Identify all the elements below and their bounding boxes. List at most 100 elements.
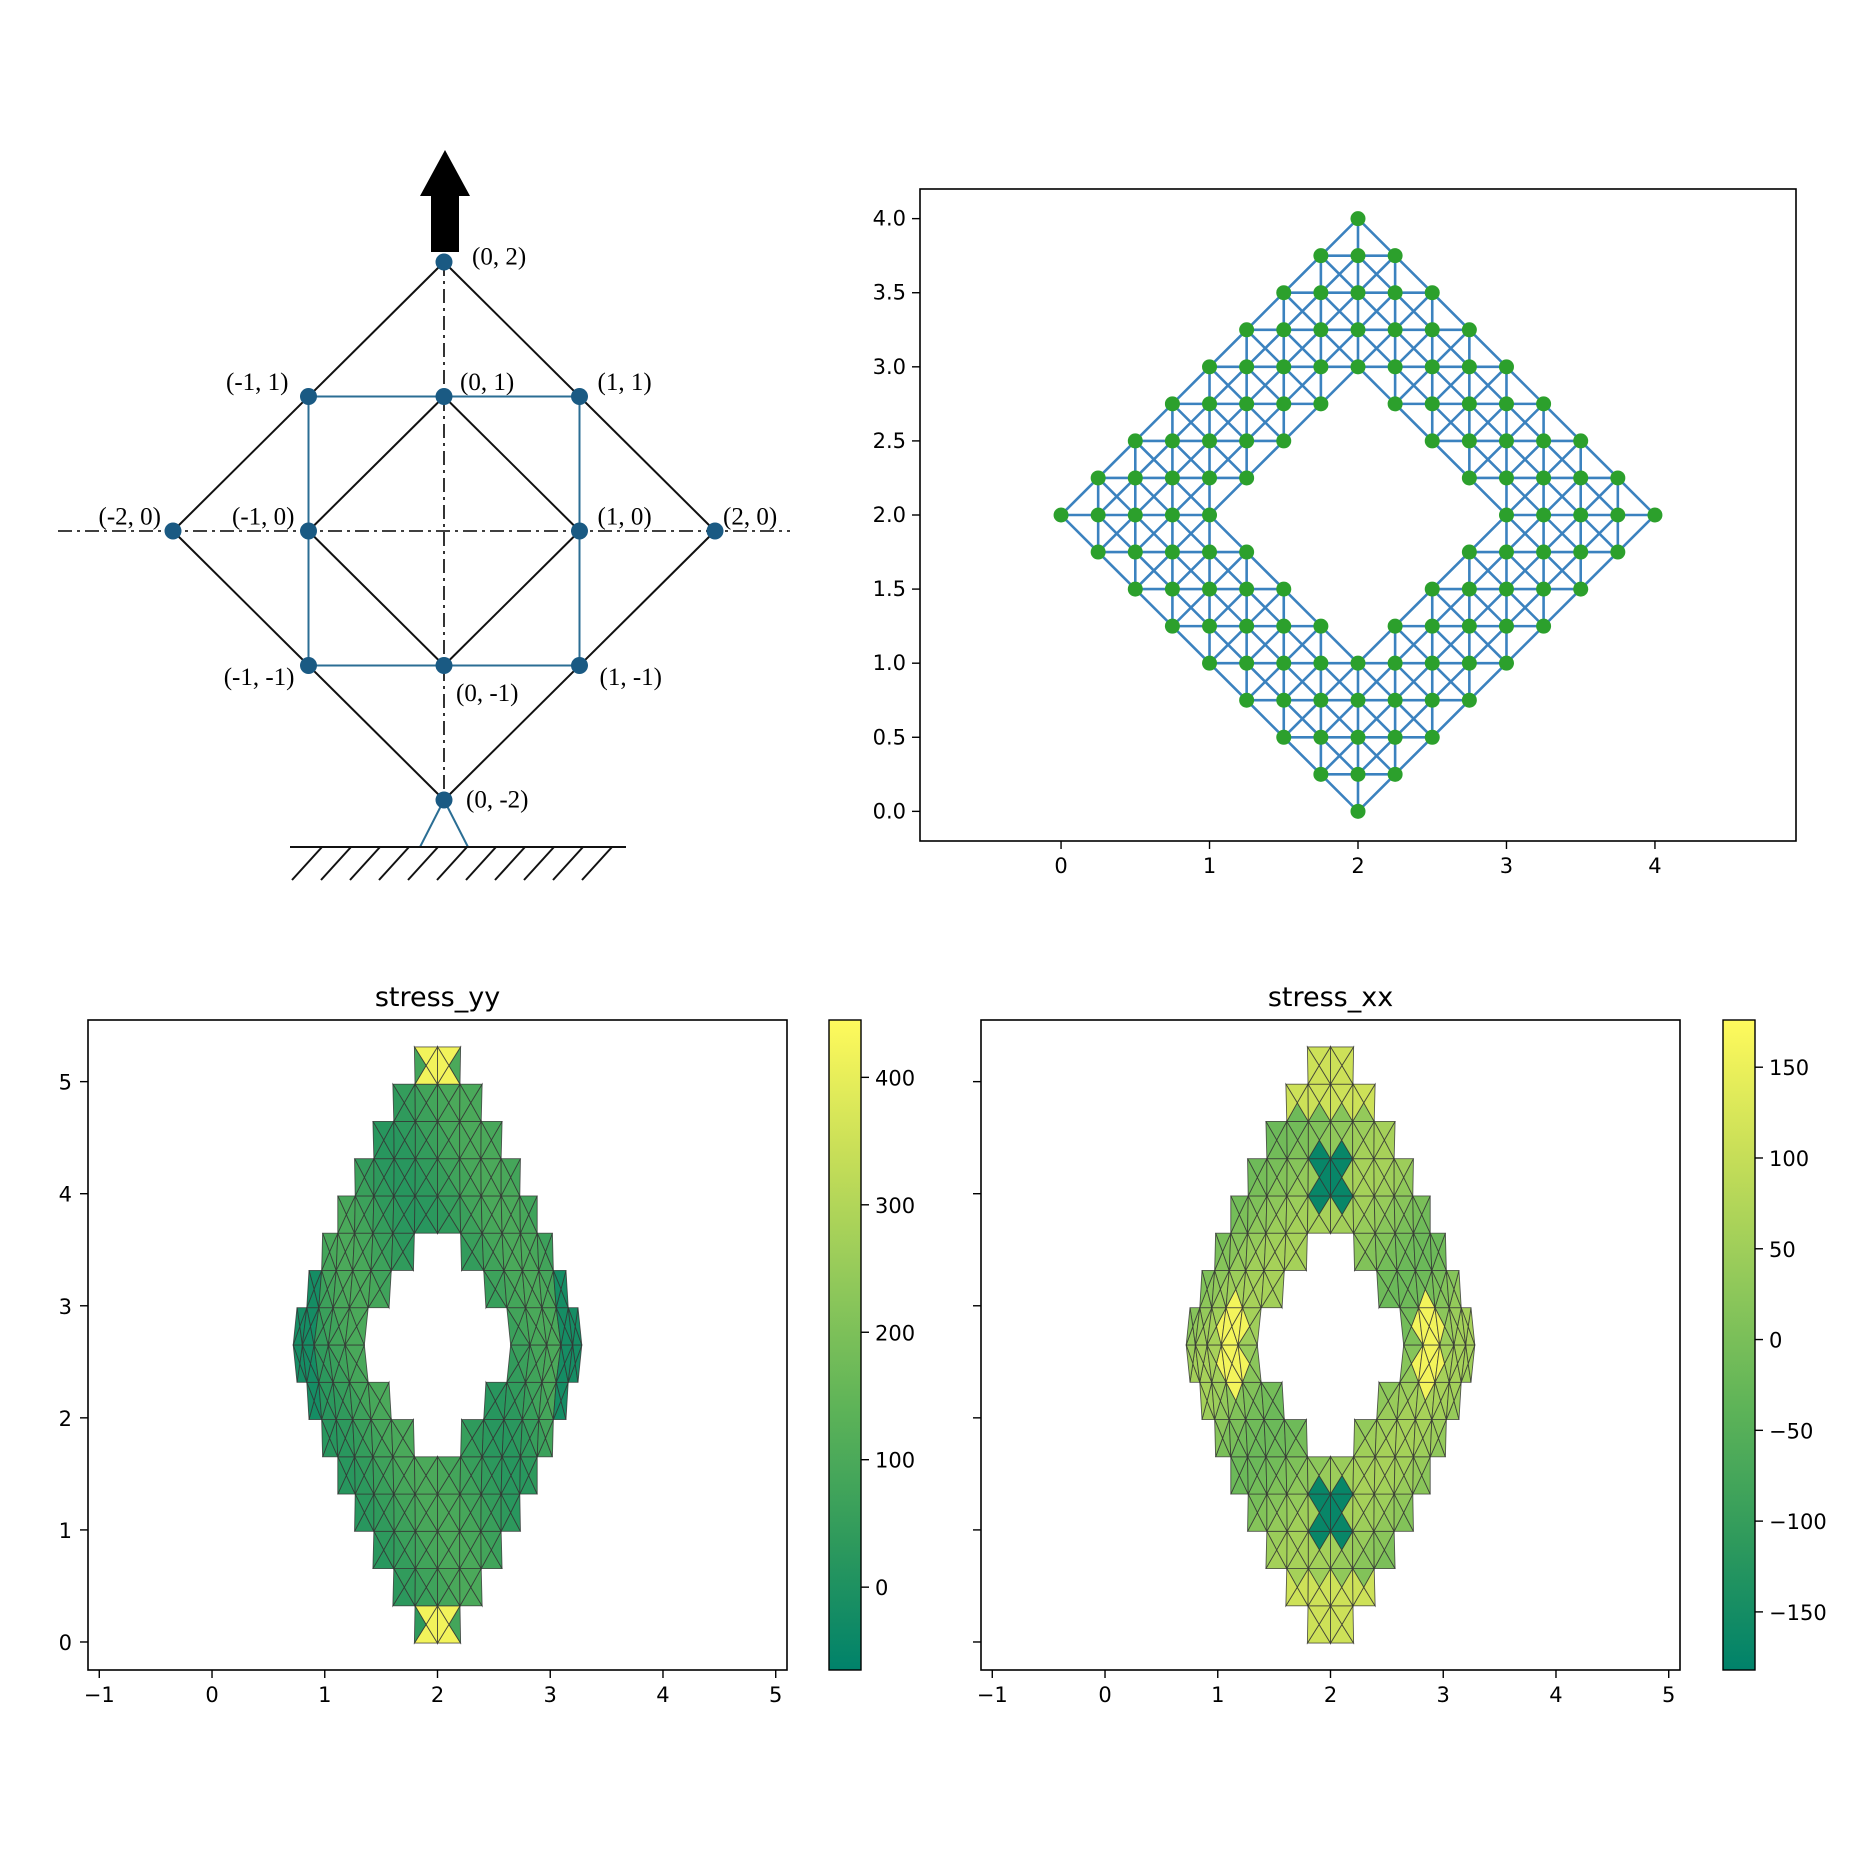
y-tick-label: 0: [59, 1631, 72, 1655]
ground-hatch: [465, 846, 497, 881]
mesh-triangle: [1352, 1119, 1364, 1161]
lattice-edge: [1134, 439, 1174, 479]
lattice-node: [1164, 581, 1180, 597]
lattice-edge: [1319, 699, 1359, 739]
mesh-triangle: [437, 1045, 450, 1086]
lattice-node: [1127, 470, 1143, 486]
lattice-edge: [1319, 291, 1359, 331]
mesh-triangle: [1393, 1195, 1405, 1234]
lattice-edge: [1431, 402, 1471, 442]
mesh-triangle: [1373, 1119, 1385, 1159]
lattice-node: [1461, 692, 1477, 708]
lattice-node: [1313, 322, 1329, 338]
mesh-triangle: [541, 1344, 553, 1383]
mesh-triangle: [480, 1456, 493, 1495]
load-arrow: [420, 150, 470, 252]
mesh-triangle: [459, 1119, 471, 1161]
lattice-edge: [1505, 365, 1545, 405]
mesh-triangle: [500, 1456, 512, 1495]
mesh-triangle: [1220, 1344, 1233, 1383]
mesh-triangle: [1283, 1417, 1297, 1459]
node-label: (1, 0): [598, 504, 652, 531]
mesh-triangle: [414, 1529, 427, 1571]
lattice-node: [1276, 729, 1292, 745]
mesh-triangle: [481, 1232, 494, 1273]
lattice-edge: [1060, 477, 1100, 516]
lattice-node: [1202, 359, 1218, 375]
mesh-triangle: [392, 1082, 405, 1124]
mesh-triangle: [301, 1307, 311, 1346]
lattice-node: [1090, 507, 1106, 523]
x-tick-label: 1: [318, 1683, 331, 1707]
mesh-triangle: [1376, 1270, 1389, 1310]
mesh-triangle: [525, 1344, 537, 1383]
x-tick-label: 3: [544, 1683, 557, 1707]
lattice-node: [1313, 248, 1329, 264]
truss-node: [435, 253, 453, 271]
x-tick-label: 0: [1098, 1683, 1111, 1707]
lattice-edge: [1542, 439, 1582, 479]
colorbar-tick-label: 50: [1769, 1238, 1796, 1262]
lattice-node: [1202, 396, 1218, 412]
lattice-node: [1573, 433, 1589, 449]
lattice-edge: [1245, 365, 1285, 405]
lattice-edge: [1208, 365, 1248, 405]
mesh-triangle: [1373, 1456, 1386, 1495]
lattice-node: [1424, 729, 1440, 745]
lattice-edge: [1505, 514, 1545, 553]
mesh-triangle: [1214, 1233, 1224, 1271]
truss-member: [443, 395, 581, 532]
mesh-triangle: [349, 1270, 361, 1308]
lattice-edge: [1282, 625, 1322, 665]
lattice-node: [1350, 655, 1366, 671]
node-label: (-1, 1): [226, 369, 288, 396]
lattice-node: [1090, 544, 1106, 560]
y-tick-label: 3.0: [873, 355, 906, 379]
lattice-node: [1239, 396, 1255, 412]
mesh-triangle: [1263, 1419, 1276, 1457]
x-tick-label: 2: [1351, 854, 1364, 878]
mesh-triangle: [1353, 1231, 1366, 1273]
mesh-triangle: [1330, 1119, 1343, 1161]
lattice-node: [1536, 618, 1552, 634]
mesh-triangle: [459, 1529, 471, 1571]
lattice-edge: [1208, 477, 1248, 516]
lattice-node: [1239, 581, 1255, 597]
mesh-triangle: [1374, 1417, 1387, 1458]
lattice-node: [1461, 433, 1477, 449]
y-tick-label: 1.5: [873, 577, 906, 601]
lattice-edge: [1245, 551, 1285, 591]
lattice-node: [1461, 322, 1477, 338]
lattice-edge: [1394, 365, 1434, 405]
lattice-edge: [1357, 365, 1397, 405]
mesh-triangle: [480, 1493, 492, 1532]
lattice-edge: [1134, 551, 1174, 591]
mesh-triangle: [1431, 1382, 1442, 1420]
mesh-triangle: [1265, 1456, 1277, 1495]
lattice-edge: [1134, 514, 1174, 553]
mesh-triangle: [1399, 1344, 1412, 1383]
lattice-edge: [1357, 699, 1397, 739]
mesh-triangle: [1374, 1232, 1387, 1273]
mesh-triangle: [1330, 1455, 1343, 1496]
mesh-triangle: [1199, 1382, 1208, 1420]
mesh-triangle: [413, 1045, 427, 1086]
mesh-triangle: [354, 1195, 365, 1234]
node-label: (0, 2): [472, 244, 526, 271]
lattice-edge: [1394, 328, 1434, 368]
lattice-edge: [1357, 254, 1397, 294]
mesh-triangle: [1330, 1082, 1343, 1124]
lattice-edge: [1431, 662, 1471, 702]
mesh-triangle: [313, 1344, 324, 1383]
mesh-triangle: [1185, 1344, 1194, 1383]
mesh-triangle: [480, 1195, 493, 1234]
mesh-triangle: [552, 1270, 562, 1308]
lattice-node: [1424, 322, 1440, 338]
lattice-edge: [1097, 477, 1137, 516]
mesh-triangle: [1306, 1604, 1320, 1645]
lattice-edge: [1505, 625, 1545, 665]
mesh-triangle: [414, 1157, 427, 1198]
y-tick-label: 1: [59, 1519, 72, 1543]
ground-hatch: [523, 846, 555, 881]
lattice-edge: [1505, 588, 1545, 628]
